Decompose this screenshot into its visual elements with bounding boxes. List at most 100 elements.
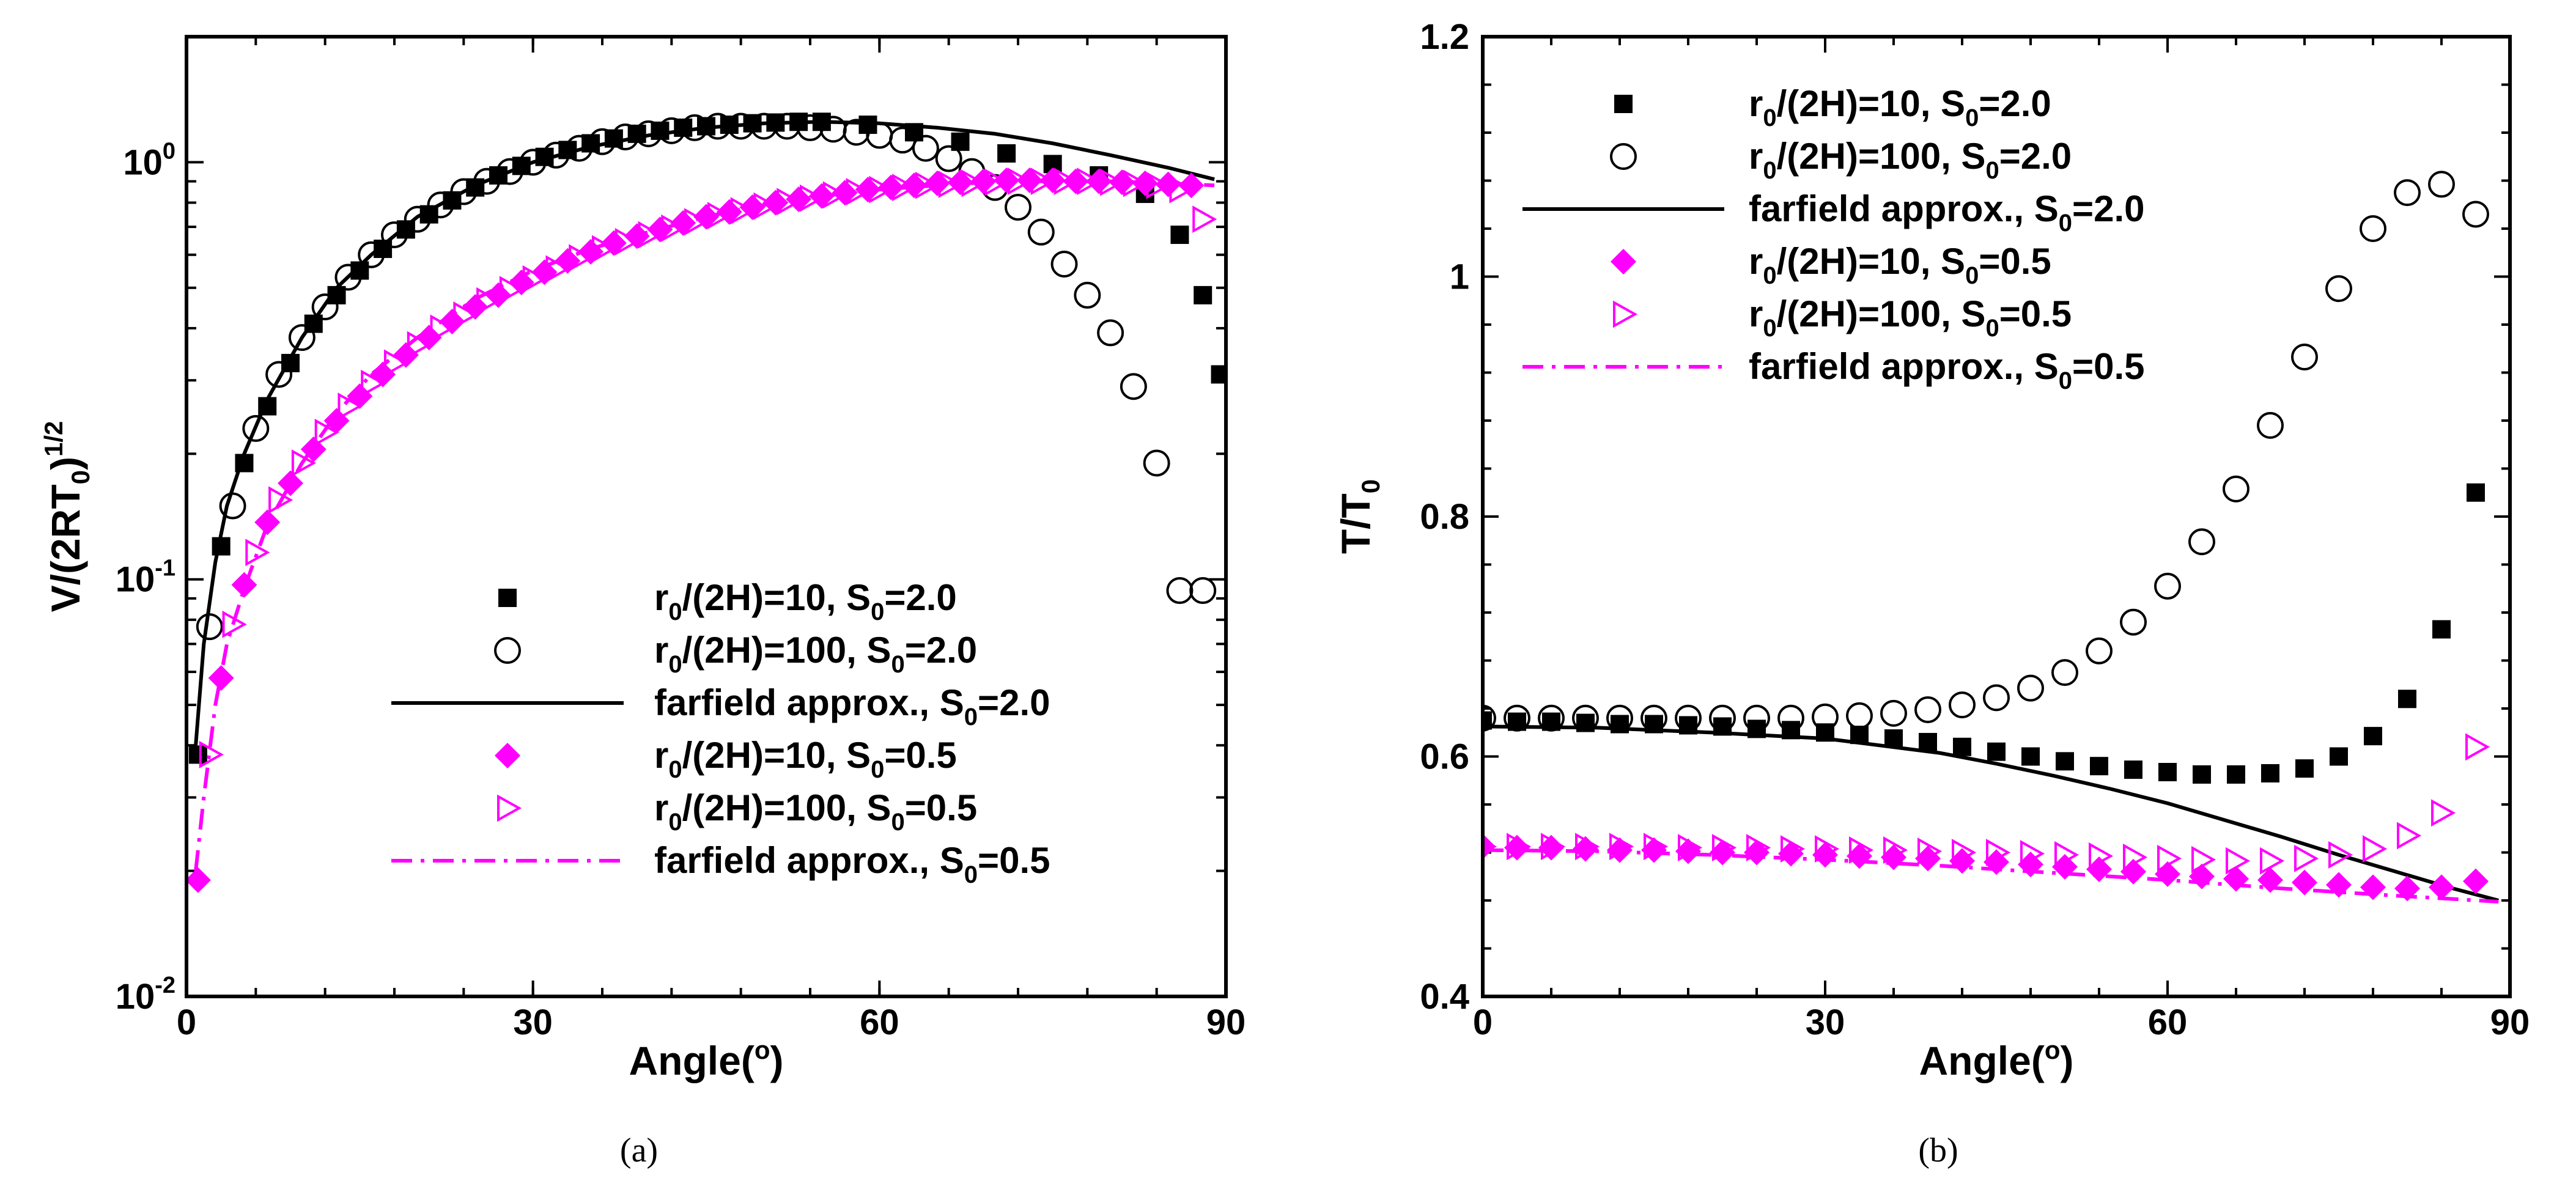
y-tick-label: 0.4 xyxy=(1420,977,1469,1017)
data-point xyxy=(199,741,224,768)
data-point xyxy=(2360,874,2386,900)
legend-marker xyxy=(498,589,517,607)
panel-a-caption: (a) xyxy=(620,1132,658,1169)
legend-marker xyxy=(1610,143,1637,170)
legend-marker xyxy=(494,637,521,664)
legend-marker xyxy=(1614,95,1633,113)
data-point xyxy=(773,112,801,140)
data-point xyxy=(2056,752,2074,771)
legend: r0/(2H)=10, S0=2.0r0/(2H)=100, S0=2.0far… xyxy=(1522,83,2144,394)
series-4-points xyxy=(199,167,1217,768)
series-5-line xyxy=(1483,848,2499,904)
data-point xyxy=(1100,168,1125,196)
data-point xyxy=(361,369,386,397)
data-point xyxy=(334,263,362,291)
data-point xyxy=(2086,637,2113,664)
data-point xyxy=(188,745,207,764)
data-point xyxy=(2398,690,2416,709)
data-point xyxy=(1504,704,1530,732)
data-point xyxy=(2462,201,2489,228)
panel-b-chart: 0 30 60 90 0.4 0.6 0.8 1 1.2 Angle(o) T/T0 r0/(2H)=… xyxy=(1333,17,2530,1083)
data-point xyxy=(2360,215,2386,242)
data-point xyxy=(2223,475,2249,502)
y-tick-label: 0.8 xyxy=(1420,497,1469,537)
data-point xyxy=(473,167,501,195)
series-5-line xyxy=(194,179,1215,871)
series-3-points xyxy=(186,167,1205,893)
data-point xyxy=(1883,836,1908,864)
data-point xyxy=(453,301,478,329)
data-point xyxy=(1192,205,1217,234)
data-point xyxy=(1538,834,1564,861)
legend-label: r0/(2H)=100, S0=0.5 xyxy=(654,787,977,836)
data-point xyxy=(1143,449,1170,477)
data-point xyxy=(1211,365,1226,384)
data-point xyxy=(2158,763,2177,782)
legend-label: r0/(2H)=100, S0=2.0 xyxy=(1749,136,2072,184)
y-tick-label: 100 xyxy=(123,138,175,182)
data-point xyxy=(450,178,478,205)
data-point xyxy=(2123,843,2148,871)
data-point xyxy=(1027,218,1055,246)
y-tick-label: 10-1 xyxy=(116,556,175,600)
data-point xyxy=(2226,847,2251,875)
data-point xyxy=(892,174,917,202)
legend-label: farfield approx., S0=2.0 xyxy=(654,682,1050,731)
data-point xyxy=(1541,833,1566,861)
legend-label: r0/(2H)=100, S0=2.0 xyxy=(654,630,977,678)
data-point xyxy=(404,205,431,233)
data-point xyxy=(485,282,511,308)
data-point xyxy=(496,158,523,185)
data-point xyxy=(2463,868,2489,894)
data-point xyxy=(1050,250,1078,278)
series-0-points xyxy=(1483,483,2485,784)
data-point xyxy=(2157,844,2182,872)
data-point xyxy=(1917,837,1943,865)
data-point xyxy=(231,572,257,598)
legend-label: r0/(2H)=10, S0=2.0 xyxy=(1749,83,2051,131)
data-point xyxy=(1919,732,1937,751)
data-point xyxy=(2188,528,2215,556)
series-4-points xyxy=(1483,733,2490,875)
x-tick-label: 30 xyxy=(1806,1003,1845,1042)
series-1-points xyxy=(196,112,1217,641)
plot-frame xyxy=(1481,35,2512,998)
data-point xyxy=(1743,704,1770,732)
panel-b-caption: (b) xyxy=(1918,1132,1958,1169)
data-point xyxy=(2431,799,2456,827)
series-2-line xyxy=(194,120,1215,746)
data-point xyxy=(416,325,442,351)
data-point xyxy=(2191,845,2216,874)
data-point xyxy=(476,287,501,315)
data-point xyxy=(2397,822,2422,850)
data-point xyxy=(1846,702,1873,729)
data-point xyxy=(186,867,211,893)
data-point xyxy=(1120,373,1147,400)
data-point xyxy=(1914,696,1941,723)
data-point xyxy=(2120,608,2147,636)
data-point xyxy=(912,134,939,162)
data-point xyxy=(265,361,293,388)
data-point xyxy=(889,127,917,154)
data-point xyxy=(1709,704,1736,732)
data-point xyxy=(2292,869,2317,896)
plot-area xyxy=(186,112,1226,893)
data-point xyxy=(661,214,686,242)
data-point xyxy=(462,294,489,320)
data-point xyxy=(1504,834,1530,861)
data-point xyxy=(291,449,316,477)
x-tick-label: 60 xyxy=(2148,1003,2188,1042)
data-point xyxy=(2326,872,2352,898)
data-point xyxy=(2432,620,2451,639)
data-point xyxy=(1986,839,2011,866)
x-axis-label: Angle(o) xyxy=(629,1036,784,1083)
data-point xyxy=(439,309,465,335)
data-point xyxy=(1781,835,1806,863)
series-3-points xyxy=(1483,833,2489,902)
data-point xyxy=(1712,834,1737,862)
data-point xyxy=(393,342,419,368)
data-point xyxy=(1483,704,1496,732)
data-point xyxy=(2291,343,2318,370)
x-axis-label: Angle(o) xyxy=(1919,1036,2074,1083)
